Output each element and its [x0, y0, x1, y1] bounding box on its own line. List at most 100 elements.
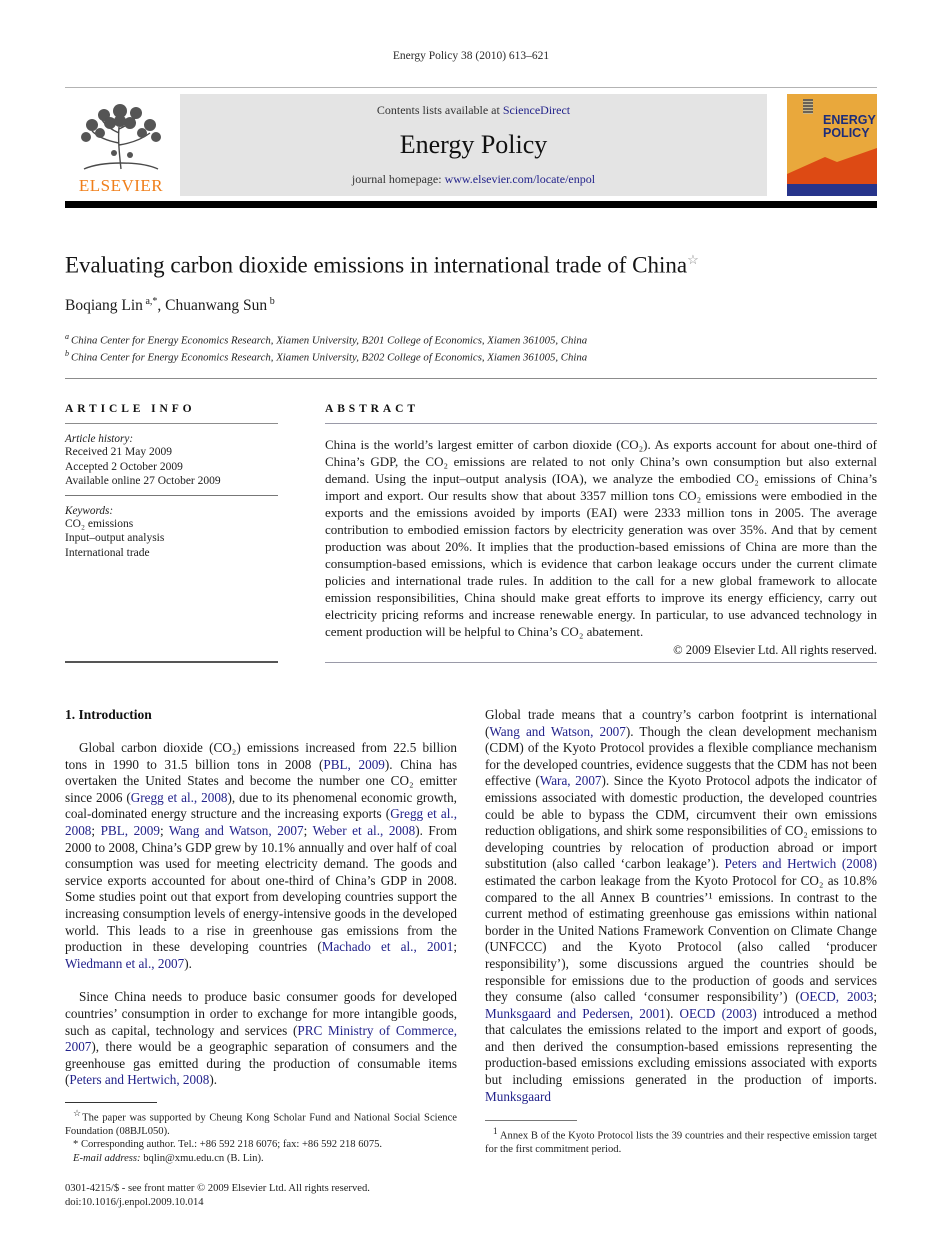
text-segment: Annex B of the Kyoto Protocol lists the …: [485, 1130, 877, 1156]
keyword-international-trade: International trade: [65, 546, 150, 559]
text-segment: bqlin@xmu.edu.cn (B. Lin).: [143, 1152, 264, 1164]
text-segment: The paper was supported by Cheung Kong S…: [65, 1112, 457, 1137]
intro-paragraph-2: Since China needs to produce basic consu…: [65, 989, 457, 1089]
body-right-column: Global trade means that a country’s carb…: [485, 707, 877, 1210]
history-received: Received 21 May 2009: [65, 446, 172, 458]
citation-link[interactable]: PRC Ministry of Commerce, 2007: [65, 1022, 457, 1055]
text-segment: ;: [453, 939, 457, 955]
intro-paragraph-1: Global carbon dioxide (CO₂) emissions in…: [65, 740, 457, 972]
citation-link[interactable]: Wang and Watson, 2007: [168, 822, 304, 838]
right-footnote-rule: [485, 1120, 577, 1122]
abstract-copyright: © 2009 Elsevier Ltd. All rights reserved…: [673, 643, 877, 657]
journal-masthead: ELSEVIER Contents lists available at Sci…: [65, 94, 877, 196]
article-title-text: Evaluating carbon dioxide emissions in i…: [65, 252, 688, 278]
citation-link[interactable]: Munksgaard: [485, 1088, 551, 1104]
affiliation-b: b China Center for Energy Economics Rese…: [65, 347, 877, 365]
masthead-black-bar: [65, 201, 877, 208]
keyword-co2-emissions: CO₂ emissions: [65, 517, 134, 530]
article-title: Evaluating carbon dioxide emissions in i…: [65, 252, 877, 279]
page-content: Energy Policy 38 (2010) 613–621: [65, 0, 877, 1210]
citation-link[interactable]: Gregg et al., 2008: [130, 789, 228, 805]
affiliation-a: a China Center for Energy Economics Rese…: [65, 330, 877, 348]
text-segment: ;: [303, 822, 313, 838]
elsevier-logo: ELSEVIER: [65, 94, 177, 196]
text-segment: ☆: [73, 1107, 83, 1118]
header-divider: [65, 87, 877, 88]
cover-bottom-band: [787, 184, 877, 196]
left-footnote-rule: [65, 1101, 157, 1103]
cover-journal-title: ENERGY POLICY: [823, 113, 876, 140]
info-abstract-section: ARTICLE INFO Article history: Received 2…: [65, 379, 877, 663]
text-segment: Since China needs to produce basic consu…: [65, 989, 457, 1038]
citation-link[interactable]: OECD, 2003: [799, 989, 874, 1005]
citation-link[interactable]: Wara, 2007: [539, 773, 602, 789]
corresponding-author-footnote: * Corresponding author. Tel.: +86 592 21…: [65, 1138, 457, 1151]
homepage-prefix: journal homepage:: [351, 172, 445, 186]
citation-link[interactable]: Wiedmann et al., 2007: [65, 955, 185, 971]
text-segment: China Center for Energy Economics Resear…: [71, 352, 588, 364]
text-segment: Global trade means that a country’s carb…: [485, 707, 877, 739]
citation-link[interactable]: Peters and Hertwich, 2008: [69, 1072, 210, 1088]
text-segment: ). Since the Kyoto Protocol adpots the i…: [485, 773, 877, 872]
citation-link[interactable]: Wang and Watson, 2007: [489, 723, 626, 739]
journal-banner: Contents lists available at ScienceDirec…: [180, 94, 767, 196]
history-keywords-divider: [65, 494, 278, 496]
history-online: Available online 27 October 2009: [65, 475, 221, 487]
abstract-heading: ABSTRACT: [325, 403, 419, 415]
text-segment: Boqiang Lin: [65, 296, 143, 314]
text-segment: Global carbon dioxide (CO₂) emissions in…: [65, 740, 457, 772]
text-segment: ).: [665, 1005, 680, 1021]
homepage-link[interactable]: www.elsevier.com/locate/enpol: [444, 172, 596, 186]
text-segment: , Chuanwang Sun: [157, 296, 268, 314]
citation-link[interactable]: Munksgaard and Pedersen, 2001: [485, 1005, 666, 1021]
abstract-heading-rule: [325, 423, 877, 424]
journal-cover-thumbnail[interactable]: ENERGY POLICY: [787, 94, 877, 196]
citation-link[interactable]: PBL, 2009: [100, 822, 160, 838]
annex-b-footnote: 1 Annex B of the Kyoto Protocol lists th…: [485, 1125, 877, 1156]
abstract-text: China is the world’s largest emitter of …: [325, 437, 877, 639]
homepage-line: journal homepage: www.elsevier.com/locat…: [180, 172, 767, 187]
text-segment: ;: [91, 822, 101, 838]
article-body: 1. Introduction Global carbon dioxide (C…: [65, 707, 877, 1210]
doi-line: doi:10.1016/j.enpol.2009.10.014: [65, 1197, 204, 1209]
right-footnote-block: 1 Annex B of the Kyoto Protocol lists th…: [485, 1120, 877, 1156]
sciencedirect-link[interactable]: ScienceDirect: [502, 103, 571, 117]
text-segment: 1: [493, 1126, 500, 1137]
article-history-label: Article history:: [65, 433, 134, 445]
article-info-heading-rule: [65, 423, 278, 424]
body-left-column: 1. Introduction Global carbon dioxide (C…: [65, 707, 457, 1210]
keywords-label: Keywords:: [65, 504, 114, 517]
left-footnote-block: ☆The paper was supported by Cheung Kong …: [65, 1101, 457, 1165]
citation-link[interactable]: Peters and Hertwich (2008): [724, 856, 877, 872]
text-segment: b: [65, 349, 71, 359]
text-segment: ). From 2000 to 2008, China’s GDP grew b…: [65, 822, 458, 955]
text-segment: ;: [873, 989, 877, 1005]
affiliations: a China Center for Energy Economics Rese…: [65, 330, 877, 365]
text-segment: E-mail address:: [73, 1152, 144, 1164]
elsevier-tree-icon: [72, 99, 170, 175]
citation-link[interactable]: OECD (2003): [679, 1005, 757, 1021]
citation-link[interactable]: Gregg et al., 2008: [65, 806, 458, 838]
article-info-column: ARTICLE INFO Article history: Received 2…: [65, 379, 278, 663]
journal-title: Energy Policy: [399, 130, 548, 159]
issn-doi-block: 0301-4215/$ - see front matter © 2009 El…: [65, 1182, 457, 1210]
text-segment: a,*: [142, 295, 158, 307]
citation-link[interactable]: Weber et al., 2008: [312, 822, 416, 838]
intro-paragraph-3: Global trade means that a country’s carb…: [485, 707, 877, 1105]
citation-link[interactable]: Machado et al., 2001: [321, 939, 454, 955]
text-segment: * Corresponding author. Tel.: +86 592 21…: [73, 1139, 383, 1151]
keyword-input-output: Input–output analysis: [65, 532, 165, 544]
text-segment: ;: [159, 822, 169, 838]
text-segment: ), there would be a geographic separatio…: [65, 1039, 457, 1088]
author-line: Boqiang Lin a,*, Chuanwang Sun b: [65, 296, 877, 315]
text-segment: ).: [184, 955, 192, 971]
citation-link[interactable]: PBL, 2009: [323, 756, 385, 772]
text-segment: introduced a method that calculates the …: [485, 1005, 877, 1088]
title-footnote-star-icon[interactable]: ☆: [687, 252, 699, 267]
history-accepted: Accepted 2 October 2009: [65, 460, 183, 473]
text-segment: b: [267, 295, 275, 307]
issn-copyright-line: 0301-4215/$ - see front matter © 2009 El…: [65, 1183, 370, 1195]
text-segment: China Center for Energy Economics Resear…: [71, 334, 588, 347]
elsevier-wordmark: ELSEVIER: [78, 176, 164, 195]
